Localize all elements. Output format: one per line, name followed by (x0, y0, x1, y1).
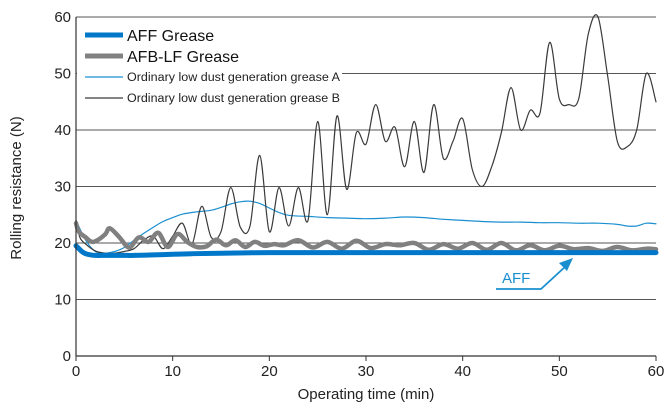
aff-annotation-arrow-line (496, 265, 567, 290)
x-tick-label: 40 (454, 363, 471, 380)
x-tick-label: 10 (164, 363, 181, 380)
y-tick-label: 20 (54, 235, 71, 252)
x-tick-label: 0 (72, 363, 80, 380)
y-tick-label: 30 (54, 179, 71, 196)
aff-annotation: AFF (496, 258, 573, 290)
series-line-0 (73, 243, 659, 258)
series-line-1 (73, 220, 659, 254)
x-tick-label: 50 (551, 363, 568, 380)
legend: AFF Grease AFB-LF Grease Ordinary low du… (77, 18, 342, 110)
y-axis-label: Rolling resistance (N) (8, 116, 25, 259)
axes (75, 17, 657, 361)
y-tick-label: 50 (54, 66, 71, 83)
aff-annotation-arrowhead (559, 258, 573, 271)
x-tick-label: 60 (648, 363, 665, 380)
y-tick-label: 10 (54, 292, 71, 309)
legend-label-grease-b: Ordinary low dust generation grease B (127, 93, 340, 105)
series-line-2 (75, 200, 657, 254)
x-tick-label: 20 (261, 363, 278, 380)
aff-annotation-label: AFF (502, 270, 530, 287)
x-tick-label: 30 (358, 363, 375, 380)
data-series (73, 14, 659, 258)
y-tick-label: 0 (63, 348, 71, 365)
x-axis-label: Operating time (min) (298, 386, 435, 403)
legend-label-grease-a: Ordinary low dust generation grease A (127, 72, 340, 84)
tick-labels: 0 10 20 30 40 50 60 0 10 20 30 40 50 60 (54, 9, 664, 380)
y-tick-label: 40 (54, 122, 71, 139)
legend-label-afb-lf: AFB-LF Grease (127, 49, 239, 66)
legend-label-aff: AFF Grease (127, 28, 214, 45)
y-tick-label: 60 (54, 9, 71, 26)
